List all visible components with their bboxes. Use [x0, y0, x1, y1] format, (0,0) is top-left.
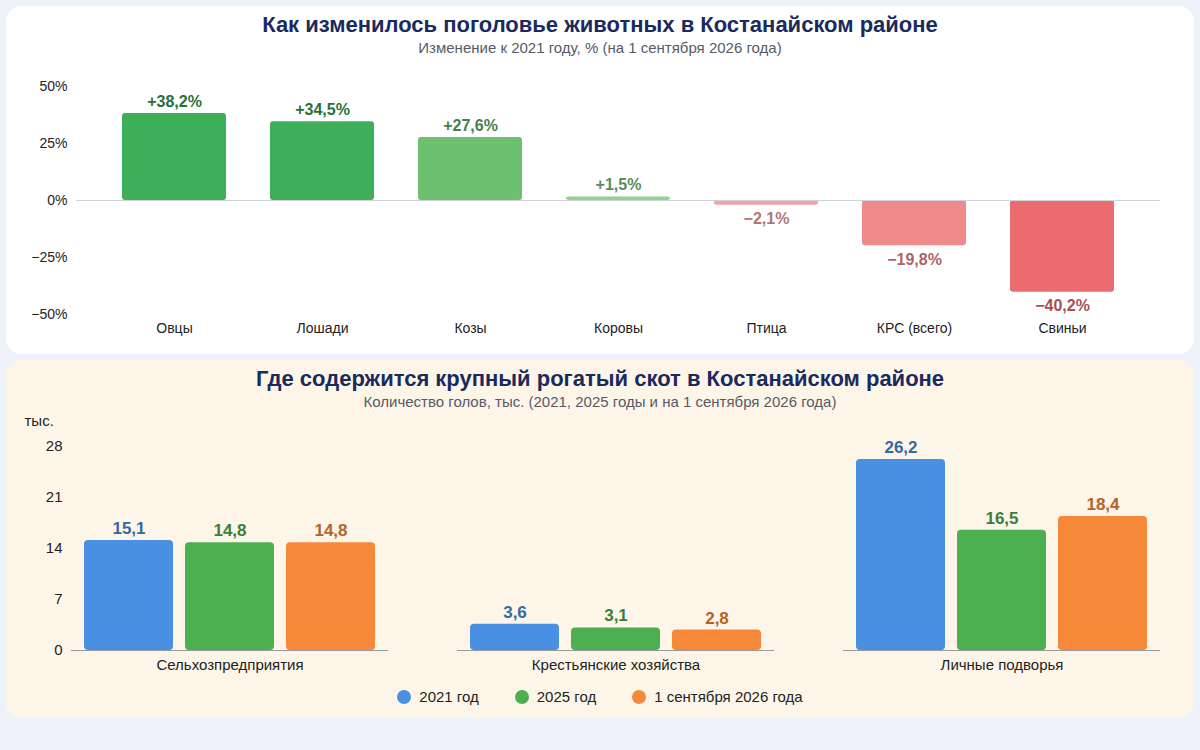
svg-text:14: 14	[46, 539, 63, 556]
svg-text:+34,5%: +34,5%	[295, 101, 350, 118]
svg-text:Личные подворья: Личные подворья	[941, 656, 1064, 673]
svg-text:14,8: 14,8	[213, 521, 246, 540]
svg-text:−50%: −50%	[31, 306, 67, 322]
svg-text:Овцы: Овцы	[156, 320, 192, 336]
svg-text:−25%: −25%	[31, 249, 67, 265]
svg-text:3,6: 3,6	[503, 603, 527, 622]
svg-text:−40,2%: −40,2%	[1035, 297, 1090, 314]
svg-text:21: 21	[46, 488, 63, 505]
svg-text:7: 7	[54, 590, 62, 607]
svg-text:2,8: 2,8	[705, 609, 729, 628]
svg-text:0: 0	[54, 641, 62, 658]
svg-text:18,4: 18,4	[1086, 495, 1120, 514]
html-text:Изменение к 2021 году, % (на 1: Изменение к 2021 году, % (на 1 сентября …	[418, 39, 782, 56]
html-text:Количество голов, тыс. (2021,: Количество голов, тыс. (2021, 2025 годы …	[363, 393, 837, 410]
svg-text:15,1: 15,1	[112, 519, 145, 538]
svg-text:14,8: 14,8	[314, 521, 347, 540]
svg-text:28: 28	[46, 437, 63, 454]
html-text:2021 год: 2021 год	[419, 688, 479, 705]
svg-text:Птица: Птица	[746, 320, 786, 336]
svg-text:КРС (всего): КРС (всего)	[877, 320, 952, 336]
svg-text:50%: 50%	[39, 78, 67, 94]
svg-text:+1,5%: +1,5%	[596, 176, 642, 193]
svg-text:тыс.: тыс.	[25, 412, 54, 429]
svg-text:3,1: 3,1	[604, 606, 628, 625]
html-text:1 сентября 2026 года: 1 сентября 2026 года	[654, 688, 803, 705]
html-text:2025 год: 2025 год	[536, 688, 597, 705]
html-text:Как изменилось поголовье живот: Как изменилось поголовье животных в Кост…	[262, 12, 938, 37]
html-text:Где содержится крупный рогатый: Где содержится крупный рогатый скот в Ко…	[255, 366, 945, 391]
svg-text:26,2: 26,2	[884, 438, 917, 457]
svg-text:0%: 0%	[47, 192, 67, 208]
svg-text:Сельхозпредприятия: Сельхозпредприятия	[156, 656, 303, 673]
svg-text:−2,1%: −2,1%	[744, 210, 790, 227]
svg-text:16,5: 16,5	[985, 509, 1018, 528]
svg-text:−19,8%: −19,8%	[887, 251, 942, 268]
svg-text:+27,6%: +27,6%	[443, 117, 498, 134]
svg-text:+38,2%: +38,2%	[147, 93, 202, 110]
svg-text:Лошади: Лошади	[297, 320, 349, 336]
svg-text:Крестьянские хозяйства: Крестьянские хозяйства	[532, 656, 701, 673]
svg-text:Коровы: Коровы	[594, 320, 643, 336]
svg-text:25%: 25%	[39, 135, 67, 151]
svg-text:Козы: Козы	[454, 320, 486, 336]
svg-text:Свиньи: Свиньи	[1038, 320, 1086, 336]
